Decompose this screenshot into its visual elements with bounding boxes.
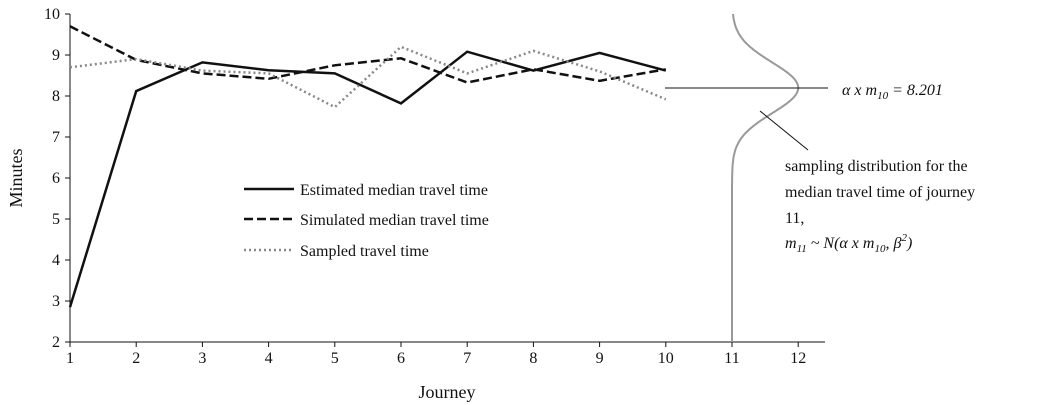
- x-tick-label: 3: [198, 350, 206, 367]
- y-tick-label: 10: [44, 6, 60, 23]
- x-tick-label: 4: [265, 350, 273, 367]
- alpha-annotation: α x m10 = 8.201: [842, 82, 943, 102]
- x-tick-label: 10: [658, 350, 674, 367]
- y-tick-label: 4: [52, 252, 60, 269]
- series-sampled-line: [69, 45, 667, 109]
- distribution-annotation-line1: sampling distribution for the: [785, 158, 968, 175]
- alpha-subscript: 10: [877, 90, 889, 102]
- legend-label-sampled: Sampled travel time: [300, 243, 429, 260]
- x-tick-label: 6: [397, 350, 405, 367]
- distribution-pointer-line: [759, 110, 809, 151]
- formula-part1: ~ N(α x m: [807, 235, 875, 252]
- legend-label-simulated: Simulated median travel time: [300, 212, 489, 229]
- y-tick-label: 2: [52, 334, 60, 351]
- distribution-formula: m11 ~ N(α x m10, β2): [785, 232, 912, 255]
- series-layer: [68, 25, 667, 308]
- series-simulated-line: [69, 25, 667, 84]
- x-tick-label: 7: [463, 350, 471, 367]
- formula-subscript-11: 11: [797, 243, 807, 255]
- formula-end: ): [906, 235, 912, 252]
- formula-superscript: 2: [901, 232, 907, 244]
- y-tick-label: 9: [52, 47, 60, 64]
- alpha-value: = 8.201: [888, 82, 943, 99]
- x-tick-label: 8: [529, 350, 537, 367]
- x-axis-title: Journey: [419, 382, 476, 402]
- y-tick-label: 3: [52, 293, 60, 310]
- series-estimated-line: [68, 50, 667, 308]
- y-tick-label: 5: [52, 211, 60, 228]
- x-tick-label: 9: [596, 350, 604, 367]
- legend: Estimated median travel time Simulated m…: [244, 182, 489, 260]
- y-tick-label: 7: [52, 129, 60, 146]
- x-tick-label: 2: [132, 350, 140, 367]
- x-tick-label: 11: [724, 350, 739, 367]
- formula-m: m: [785, 235, 797, 252]
- distribution-annotation-line2: median travel time of journey: [785, 184, 975, 201]
- y-tick-label: 6: [52, 170, 60, 187]
- distribution-annotation-line3: 11,: [785, 210, 804, 227]
- y-tick-label: 8: [52, 88, 60, 105]
- formula-subscript-10: 10: [874, 243, 886, 255]
- legend-label-estimated: Estimated median travel time: [300, 182, 488, 199]
- x-tick-label: 1: [66, 350, 74, 367]
- y-axis-title: Minutes: [6, 148, 26, 207]
- x-tick-label: 12: [790, 350, 806, 367]
- formula-part2: , β: [885, 235, 901, 252]
- sampling-distribution-curve: [731, 13, 800, 342]
- alpha-label: α x m: [842, 82, 877, 99]
- x-tick-label: 5: [331, 350, 339, 367]
